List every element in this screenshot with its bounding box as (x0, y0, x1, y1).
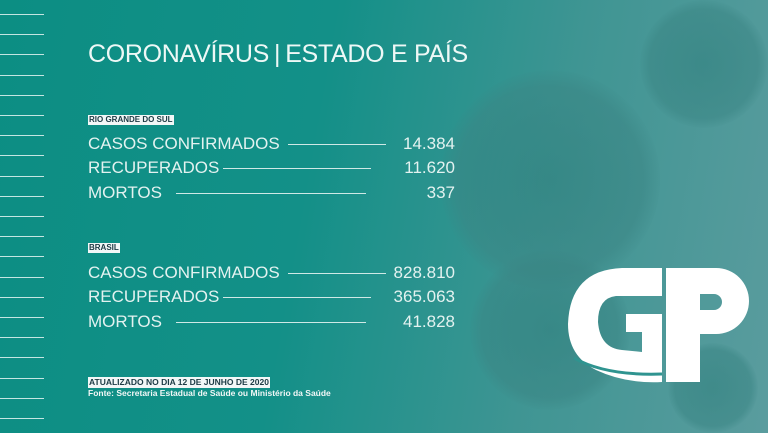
title-right: ESTADO E PAÍS (285, 40, 468, 68)
updated-date: ATUALIZADO NO DIA 12 DE JUNHO DE 2020 (88, 377, 270, 388)
rule-line (0, 377, 44, 379)
stat-row: MORTOS 41.828 (88, 311, 455, 333)
section-label-rs: RIO GRANDE DO SUL (88, 115, 174, 125)
virus-image (640, 0, 768, 128)
rule-line (0, 54, 44, 56)
rule-line (0, 195, 44, 197)
rule-line (0, 216, 44, 217)
rule-line (0, 14, 44, 15)
stat-label: MORTOS (88, 312, 162, 331)
rule-line (0, 317, 44, 318)
rule-line (0, 397, 44, 399)
stat-value: 41.828 (403, 312, 455, 331)
stat-row: RECUPERADOS 11.620 (88, 157, 455, 179)
stat-label: RECUPERADOS (88, 158, 220, 177)
rule-line (0, 296, 44, 298)
stat-row: RECUPERADOS 365.063 (88, 286, 455, 308)
stat-label: MORTOS (88, 183, 162, 202)
stat-value: 11.620 (404, 158, 455, 177)
gp-logo (568, 268, 749, 383)
title-separator: | (273, 40, 281, 68)
stat-value: 337 (426, 183, 455, 202)
stat-label: CASOS CONFIRMADOS (88, 134, 280, 153)
stat-label: RECUPERADOS (88, 287, 220, 306)
rule-line (0, 34, 44, 36)
divider (223, 167, 372, 169)
rule-line (0, 276, 44, 278)
rule-line (0, 74, 44, 76)
rule-line (0, 337, 44, 339)
section-label-brasil: BRASIL (88, 243, 120, 253)
rule-line (0, 236, 44, 238)
stat-row: CASOS CONFIRMADOS 14.384 (88, 133, 455, 155)
rule-line (0, 256, 44, 258)
divider (287, 143, 386, 145)
stat-label: CASOS CONFIRMADOS (88, 263, 280, 282)
stat-value: 14.384 (403, 134, 455, 153)
rule-line (0, 94, 44, 96)
rule-line (0, 155, 44, 157)
divider (176, 321, 366, 323)
stat-value: 828.810 (393, 263, 455, 282)
divider (287, 272, 386, 274)
rule-line (0, 175, 44, 177)
divider (176, 192, 366, 194)
stat-row: CASOS CONFIRMADOS 828.810 (88, 262, 455, 284)
stat-value: 365.063 (393, 287, 455, 306)
rule-line (0, 115, 44, 116)
rule-line (0, 357, 44, 359)
source-note: Fonte: Secretaria Estadual de Saúde ou M… (88, 388, 331, 398)
rule-line (0, 135, 44, 137)
page-title: CORONAVÍRUS | ESTADO E PAÍS (88, 40, 468, 69)
stat-row: MORTOS 337 (88, 182, 455, 204)
title-left: CORONAVÍRUS (88, 40, 269, 68)
divider (223, 296, 372, 298)
footer: ATUALIZADO NO DIA 12 DE JUNHO DE 2020 Fo… (88, 377, 331, 399)
rule-line (0, 418, 44, 419)
